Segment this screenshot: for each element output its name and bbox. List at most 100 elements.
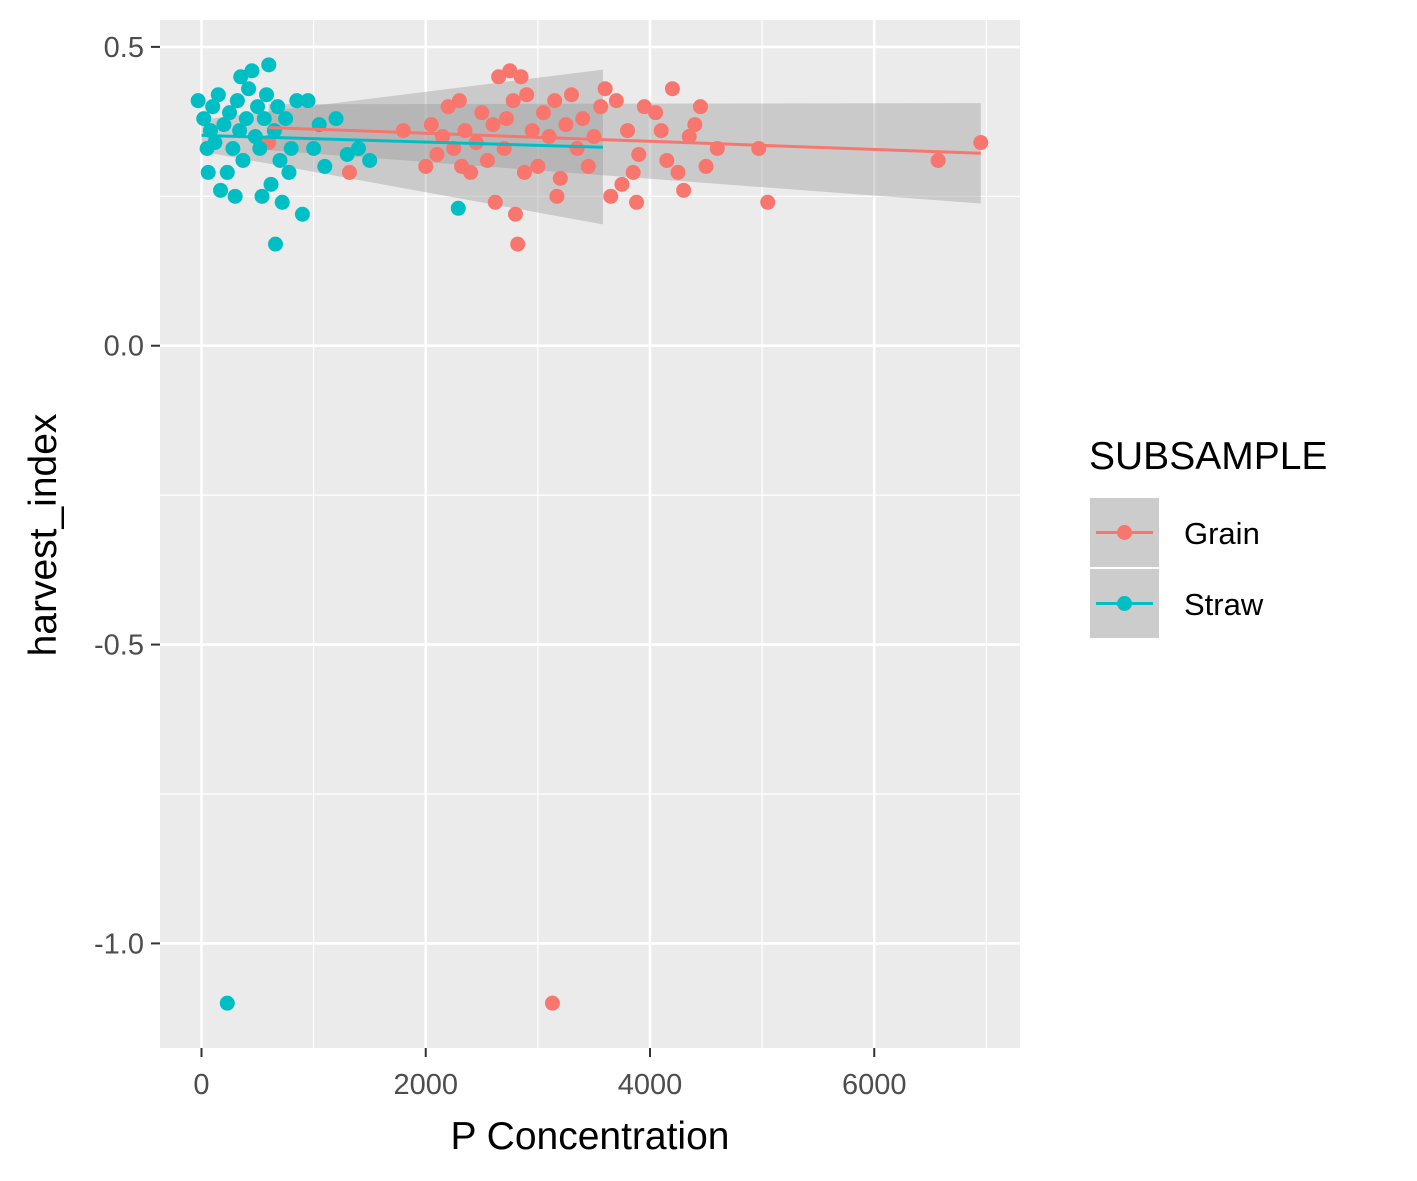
data-point [505,93,521,109]
data-point [519,87,535,103]
data-point [362,152,378,168]
data-point [281,164,297,180]
data-point [636,99,652,115]
data-point [563,87,579,103]
data-point [446,141,462,156]
data-point [603,188,619,204]
data-point [659,152,675,168]
data-point [625,164,641,180]
legend: SUBSAMPLE Grain Straw [1088,435,1327,640]
x-tick-label: 4000 [618,1069,683,1101]
data-point [608,93,624,109]
data-point [210,87,226,103]
data-point [930,152,946,168]
data-point [272,152,288,168]
data-point [254,188,270,204]
data-point [463,164,479,180]
legend-label: Grain [1184,516,1260,551]
data-point [190,93,206,109]
data-point [294,206,310,222]
data-point [575,111,591,127]
data-point [233,69,249,85]
x-tick-label: 0 [193,1069,209,1101]
data-point [283,141,299,156]
trend-line [201,133,603,149]
y-tick-label: 0.5 [104,32,144,64]
data-point [507,206,523,222]
data-point [274,194,290,210]
data-point [205,99,221,115]
confidence-ribbon [201,69,603,225]
data-point [317,158,333,174]
confidence-ribbon [268,103,981,204]
y-tick-label: -1.0 [94,928,144,960]
data-point [278,111,294,127]
data-point [535,105,551,121]
data-point [256,111,272,127]
data-point [213,182,229,198]
data-point [676,182,692,198]
grid-minor [160,20,1020,1048]
trend-lines [201,126,981,155]
data-point [552,170,568,186]
data-point [664,81,680,97]
data-point [270,99,286,115]
data-point [267,236,283,252]
data-point [339,146,355,162]
data-point [502,63,518,79]
data-point [558,117,574,133]
data-point [238,111,254,127]
data-point [491,69,507,85]
data-point [341,164,357,180]
data-point [219,995,235,1011]
data-point [300,93,316,109]
data-point [586,129,602,145]
data-point [440,99,456,115]
data-point [225,141,241,156]
data-point [530,158,546,174]
data-point [241,81,257,97]
data-point [681,129,697,145]
trend-line [268,126,981,155]
data-point [418,158,434,174]
data-point [261,57,277,73]
data-point [216,117,232,133]
x-axis-title: P Concentration [451,1115,730,1158]
data-point [648,105,664,121]
data-point [219,164,235,180]
data-point [259,87,275,103]
data-point [232,123,248,139]
data-point [760,194,776,210]
data-point [631,146,647,162]
data-point [516,164,532,180]
data-point [653,123,669,139]
data-point [513,69,529,85]
data-point [614,176,630,192]
data-point [252,141,268,156]
data-point [510,236,526,252]
data-point [544,995,560,1011]
legend-title: SUBSAMPLE [1089,435,1327,478]
data-point [423,117,439,133]
data-point [207,135,223,151]
data-point [593,99,609,115]
data-point [196,111,212,127]
plot-panel [160,20,1020,1048]
data-point [227,188,243,204]
grid-major [160,20,1020,1048]
data-point [485,117,501,133]
data-point [498,111,514,127]
data-point [328,111,344,127]
data-point [266,123,282,139]
data-point [289,93,305,109]
data-point [751,141,767,156]
data-point [200,164,216,180]
data-point [487,194,503,210]
data-point [524,123,540,139]
data-point [250,99,266,115]
data-point [569,141,585,156]
data-point [687,117,703,133]
data-point [429,146,445,162]
x-axis: 0 2000 4000 6000 [193,1048,906,1101]
